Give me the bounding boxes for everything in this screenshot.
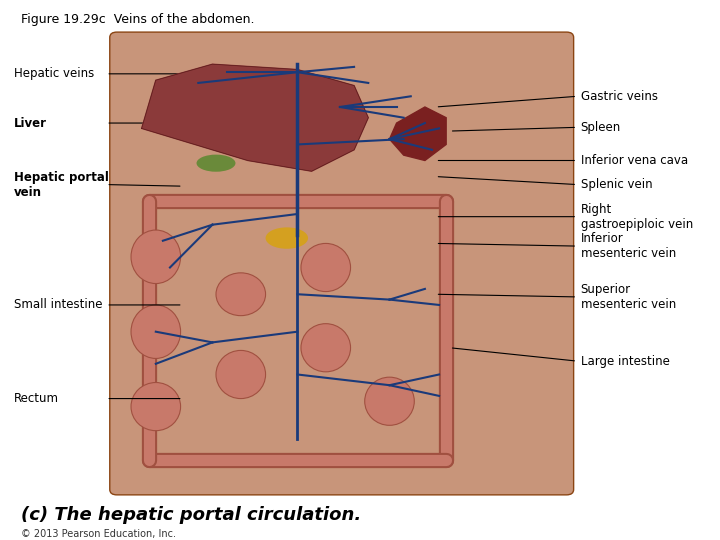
- Ellipse shape: [266, 227, 308, 249]
- Polygon shape: [390, 107, 446, 160]
- Text: Inferior
mesenteric vein: Inferior mesenteric vein: [581, 232, 676, 260]
- Polygon shape: [142, 64, 368, 171]
- Text: Superior
mesenteric vein: Superior mesenteric vein: [581, 283, 676, 311]
- Text: Right
gastroepiploic vein: Right gastroepiploic vein: [581, 202, 693, 231]
- Ellipse shape: [131, 305, 181, 359]
- Text: Hepatic portal
vein: Hepatic portal vein: [14, 171, 109, 199]
- Text: Rectum: Rectum: [14, 392, 59, 405]
- Text: Figure 19.29c  Veins of the abdomen.: Figure 19.29c Veins of the abdomen.: [22, 14, 255, 26]
- Text: Spleen: Spleen: [581, 121, 621, 134]
- Text: Small intestine: Small intestine: [14, 299, 103, 312]
- Ellipse shape: [131, 382, 181, 431]
- Ellipse shape: [216, 350, 266, 399]
- Ellipse shape: [216, 273, 266, 316]
- Ellipse shape: [301, 244, 351, 292]
- Ellipse shape: [301, 323, 351, 372]
- Text: Liver: Liver: [14, 117, 48, 130]
- Ellipse shape: [365, 377, 414, 426]
- Ellipse shape: [197, 154, 235, 172]
- Text: Hepatic veins: Hepatic veins: [14, 68, 94, 80]
- Text: Gastric veins: Gastric veins: [581, 90, 657, 103]
- Text: Splenic vein: Splenic vein: [581, 178, 652, 191]
- Text: © 2013 Pearson Education, Inc.: © 2013 Pearson Education, Inc.: [22, 529, 176, 538]
- Text: Large intestine: Large intestine: [581, 355, 670, 368]
- Text: (c) The hepatic portal circulation.: (c) The hepatic portal circulation.: [22, 505, 361, 524]
- FancyBboxPatch shape: [109, 32, 574, 495]
- Text: Inferior vena cava: Inferior vena cava: [581, 154, 688, 167]
- Ellipse shape: [131, 230, 181, 284]
